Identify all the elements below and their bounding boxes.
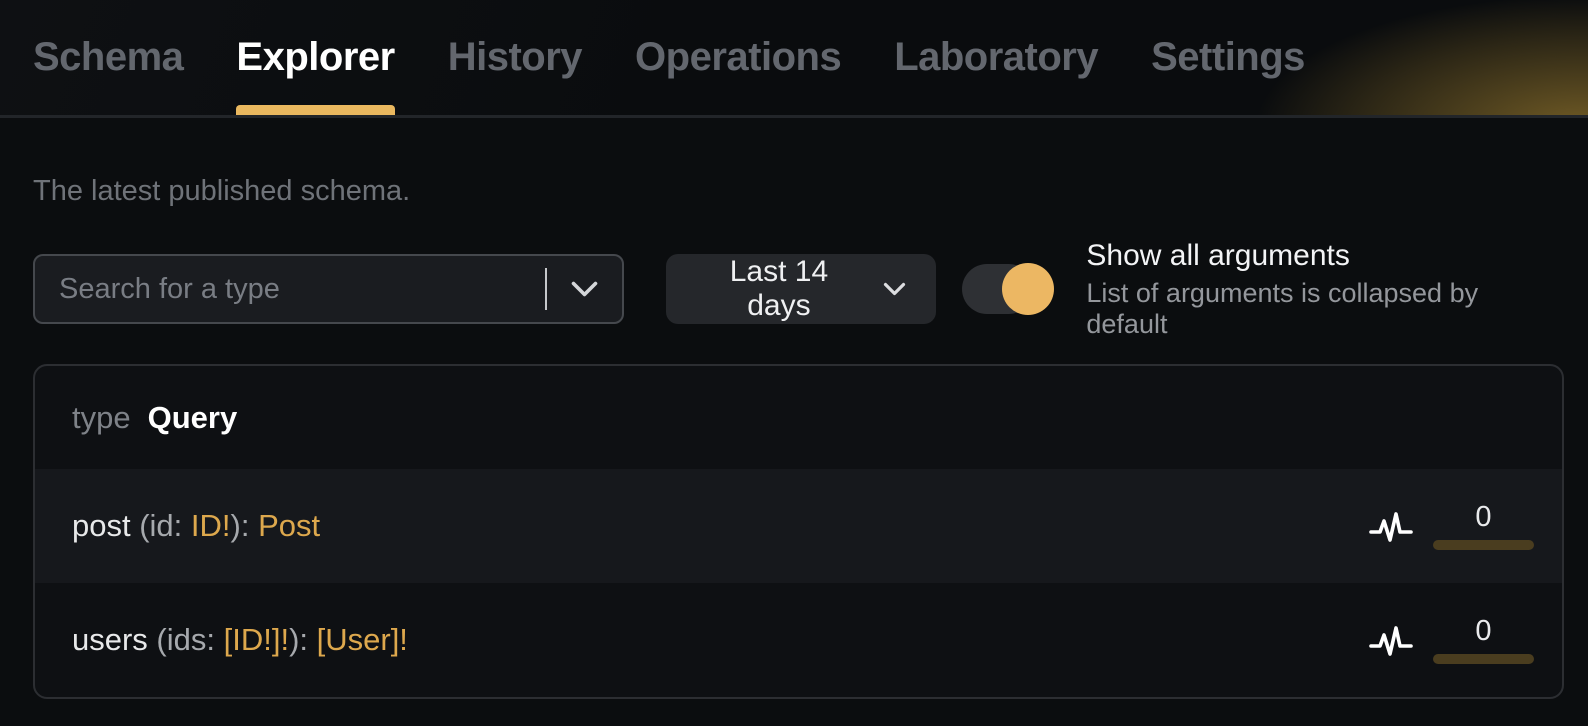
usage-count: 0 [1475,614,1492,647]
tab-schema[interactable]: Schema [33,0,184,115]
field-signature: post (id: ID!): Post [72,508,1369,544]
type-keyword: type [72,399,131,435]
field-signature: users (ids: [ID!]!): [User]! [72,622,1369,658]
show-all-arguments-toggle[interactable] [962,263,1055,315]
arg-type-link[interactable]: [ID!]! [223,622,290,657]
page-subtitle: The latest published schema. [33,175,411,207]
controls-row: Last 14 days Show all arguments List of … [33,239,1555,339]
arg-type-link[interactable]: ID! [190,508,231,543]
tab-history[interactable]: History [448,0,583,115]
search-dropdown-button[interactable] [567,277,602,302]
type-name: Query [147,399,238,435]
tab-settings[interactable]: Settings [1151,0,1305,115]
type-card-header: type Query [35,366,1562,469]
usage-bar [1433,539,1534,550]
type-search-input[interactable] [59,272,538,306]
field-args-close: ): [289,622,317,657]
search-divider [545,268,548,310]
toggle-thumb [1002,263,1055,315]
tab-laboratory[interactable]: Laboratory [894,0,1098,115]
top-nav: Schema Explorer History Operations Labor… [0,0,1588,118]
field-args-open: (ids: [147,622,224,657]
field-args-open: (id: [130,508,191,543]
toggle-title: Show all arguments [1086,238,1350,272]
activity-icon[interactable] [1369,621,1413,659]
date-range-select[interactable]: Last 14 days [666,254,937,324]
date-range-value: Last 14 days [729,255,829,322]
chevron-down-icon [571,281,598,298]
field-args-close: ): [230,508,259,543]
field-name: users [72,622,148,657]
tab-operations[interactable]: Operations [635,0,842,115]
toggle-description: List of arguments is collapsed by defaul… [1086,277,1479,339]
return-type-link[interactable]: [User]! [316,622,408,657]
toggle-label-group: Show all arguments List of arguments is … [1086,239,1555,340]
type-search-combobox[interactable] [33,254,625,324]
field-row-post: post (id: ID!): Post 0 [35,469,1562,583]
usage-stats: 0 [1433,614,1534,664]
usage-stats: 0 [1433,500,1534,550]
tab-explorer[interactable]: Explorer [236,0,395,115]
explorer-page: The latest published schema. Last 14 day… [0,175,1588,699]
chevron-down-icon [883,282,906,296]
usage-bar [1433,653,1534,664]
return-type-link[interactable]: Post [258,508,321,543]
field-row-users: users (ids: [ID!]!): [User]! 0 [35,583,1562,697]
usage-count: 0 [1475,500,1492,533]
activity-icon[interactable] [1369,507,1413,545]
field-name: post [72,508,131,543]
schema-type-card: type Query post (id: ID!): Post 0 users … [33,364,1564,699]
